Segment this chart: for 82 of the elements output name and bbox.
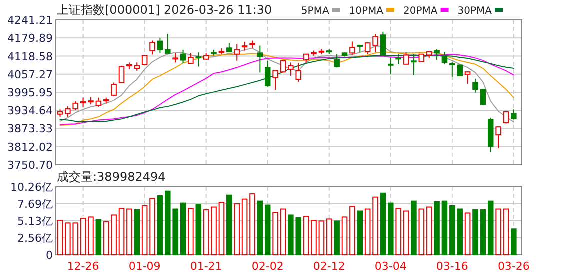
x-tick-label: 01-09 <box>128 260 161 273</box>
y-tick-label: 3934.64 <box>8 104 53 118</box>
bar <box>303 216 310 256</box>
x-tick-label: 03-04 <box>374 260 407 273</box>
y-tick-label: 3812.02 <box>8 140 53 154</box>
legend-label: 10PMA <box>349 6 384 17</box>
bar <box>218 202 225 256</box>
x-tick-label: 01-21 <box>190 260 222 273</box>
bar <box>511 228 517 256</box>
bar <box>442 200 448 256</box>
legend-label: 5PMA <box>301 6 330 17</box>
bar <box>488 200 494 256</box>
bar <box>242 198 248 256</box>
bar <box>203 209 210 256</box>
bar <box>480 209 486 256</box>
bar <box>126 208 132 256</box>
bar <box>388 202 394 256</box>
bar <box>272 212 278 256</box>
bar <box>257 200 264 256</box>
x-tick-label: 02-12 <box>313 260 346 273</box>
bar <box>342 216 348 256</box>
bar <box>134 209 140 256</box>
bar <box>464 212 471 256</box>
bar <box>434 201 440 256</box>
bar <box>418 208 425 256</box>
bar <box>196 204 202 256</box>
bar <box>503 208 510 256</box>
bar <box>80 218 86 256</box>
bar <box>180 202 186 256</box>
candlestick <box>234 44 240 62</box>
legend-label: 20PMA <box>404 6 438 17</box>
y-tick-label: 4057.27 <box>8 68 53 82</box>
chart-title: 成交量:389982494 <box>57 170 166 184</box>
legend-label: 30PMA <box>458 6 492 17</box>
bar <box>150 198 156 256</box>
y-tick-label: 3873.33 <box>8 122 53 136</box>
bar <box>142 205 148 256</box>
bar <box>118 208 125 256</box>
bar <box>380 192 386 256</box>
bar <box>57 220 64 256</box>
bar <box>411 200 417 256</box>
bar <box>211 206 217 256</box>
candlestick <box>388 57 394 75</box>
bar <box>403 210 410 256</box>
bar <box>88 216 94 256</box>
bar <box>96 219 102 256</box>
bar <box>326 218 332 256</box>
bar <box>426 206 432 256</box>
bar <box>311 220 317 256</box>
bar <box>496 208 502 256</box>
y-tick-label: 0 <box>46 249 53 262</box>
x-tick-label: 02-02 <box>252 260 284 273</box>
bar <box>157 196 164 256</box>
y-tick-label: 10.26亿 <box>10 181 53 194</box>
y-tick-label: 2.56亿 <box>18 232 53 246</box>
bar <box>334 220 340 256</box>
bar <box>357 210 364 256</box>
bar <box>396 208 402 256</box>
candlestick <box>142 55 148 66</box>
y-tick-label: 4179.89 <box>8 32 53 46</box>
bar <box>280 208 286 256</box>
y-tick-label: 3750.70 <box>8 159 53 172</box>
bar <box>318 220 325 256</box>
x-tick-label: 12-26 <box>67 260 100 273</box>
y-tick-label: 4118.58 <box>8 50 53 64</box>
bar <box>472 209 478 256</box>
x-tick-label: 03-16 <box>436 260 468 273</box>
y-tick-label: 4241.21 <box>8 14 53 27</box>
bar <box>364 208 371 256</box>
bar <box>350 206 356 256</box>
x-tick-label: 03-26 <box>498 260 530 273</box>
candlestick <box>288 62 294 76</box>
chart-title: 上证指数[000001] 2026-03-26 11:30 <box>57 3 272 17</box>
y-tick-label: 3995.95 <box>8 86 53 100</box>
bar <box>234 203 240 256</box>
y-tick-label: 5.13亿 <box>18 215 53 228</box>
bar <box>226 194 232 256</box>
bar <box>264 204 271 256</box>
bar <box>188 208 194 256</box>
bar <box>250 194 256 256</box>
y-tick-label: 7.69亿 <box>18 198 53 212</box>
bar <box>372 196 378 256</box>
